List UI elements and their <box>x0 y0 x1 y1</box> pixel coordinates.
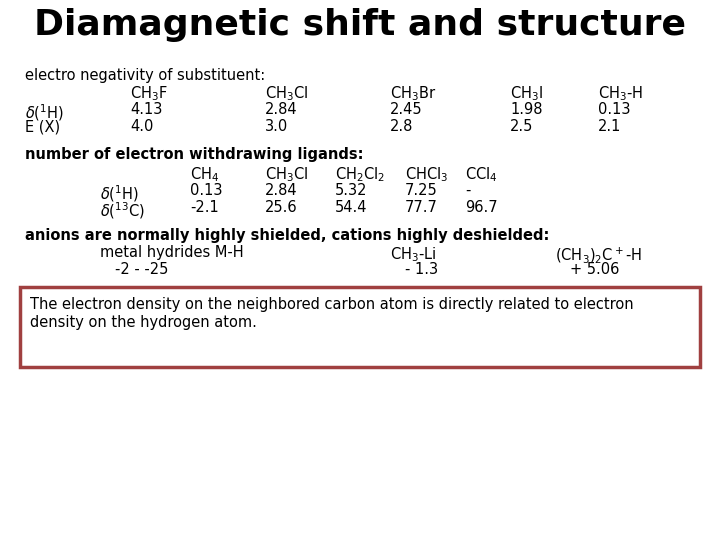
Text: 0.13: 0.13 <box>190 183 222 198</box>
Text: 77.7: 77.7 <box>405 200 438 215</box>
Text: 0.13: 0.13 <box>598 102 631 117</box>
Text: -: - <box>465 183 470 198</box>
Text: CH$_3$Br: CH$_3$Br <box>390 84 436 103</box>
Text: 54.4: 54.4 <box>335 200 367 215</box>
Text: $\delta$($^{13}$C): $\delta$($^{13}$C) <box>100 200 145 221</box>
Text: - 1.3: - 1.3 <box>405 262 438 277</box>
Text: 2.5: 2.5 <box>510 119 534 134</box>
Text: Diamagnetic shift and structure: Diamagnetic shift and structure <box>34 8 686 42</box>
Text: CH$_3$Cl: CH$_3$Cl <box>265 84 308 103</box>
Text: -2.1: -2.1 <box>190 200 219 215</box>
Text: CH$_3$-Li: CH$_3$-Li <box>390 245 436 264</box>
Text: CHCl$_3$: CHCl$_3$ <box>405 165 449 184</box>
Text: 2.45: 2.45 <box>390 102 423 117</box>
Text: 2.84: 2.84 <box>265 102 297 117</box>
Text: (CH$_3$)$_2$C$^+$-H: (CH$_3$)$_2$C$^+$-H <box>555 245 642 265</box>
Text: number of electron withdrawing ligands:: number of electron withdrawing ligands: <box>25 147 364 162</box>
Text: 2.8: 2.8 <box>390 119 413 134</box>
Text: E (X): E (X) <box>25 119 60 134</box>
Text: CCl$_4$: CCl$_4$ <box>465 165 498 184</box>
Text: + 5.06: + 5.06 <box>570 262 619 277</box>
Text: 4.0: 4.0 <box>130 119 153 134</box>
Text: CH$_3$F: CH$_3$F <box>130 84 168 103</box>
Text: 3.0: 3.0 <box>265 119 288 134</box>
Text: metal hydrides M-H: metal hydrides M-H <box>100 245 243 260</box>
Text: 7.25: 7.25 <box>405 183 438 198</box>
Text: electro negativity of substituent:: electro negativity of substituent: <box>25 68 265 83</box>
Text: CH$_4$: CH$_4$ <box>190 165 220 184</box>
Text: CH$_3$-H: CH$_3$-H <box>598 84 643 103</box>
Text: The electron density on the neighbored carbon atom is directly related to electr: The electron density on the neighbored c… <box>30 297 634 312</box>
Text: 2.84: 2.84 <box>265 183 297 198</box>
Text: anions are normally highly shielded, cations highly deshielded:: anions are normally highly shielded, cat… <box>25 228 549 243</box>
Text: 96.7: 96.7 <box>465 200 498 215</box>
Text: density on the hydrogen atom.: density on the hydrogen atom. <box>30 315 257 330</box>
Text: $\delta$($^1$H): $\delta$($^1$H) <box>25 102 64 123</box>
Text: 4.13: 4.13 <box>130 102 163 117</box>
Text: 5.32: 5.32 <box>335 183 367 198</box>
Text: 2.1: 2.1 <box>598 119 621 134</box>
FancyBboxPatch shape <box>20 287 700 367</box>
Text: $\delta$($^1$H): $\delta$($^1$H) <box>100 183 139 204</box>
Text: CH$_3$I: CH$_3$I <box>510 84 543 103</box>
Text: 25.6: 25.6 <box>265 200 297 215</box>
Text: 1.98: 1.98 <box>510 102 542 117</box>
Text: CH$_3$Cl: CH$_3$Cl <box>265 165 308 184</box>
Text: -2 - -25: -2 - -25 <box>115 262 168 277</box>
Text: CH$_2$Cl$_2$: CH$_2$Cl$_2$ <box>335 165 385 184</box>
